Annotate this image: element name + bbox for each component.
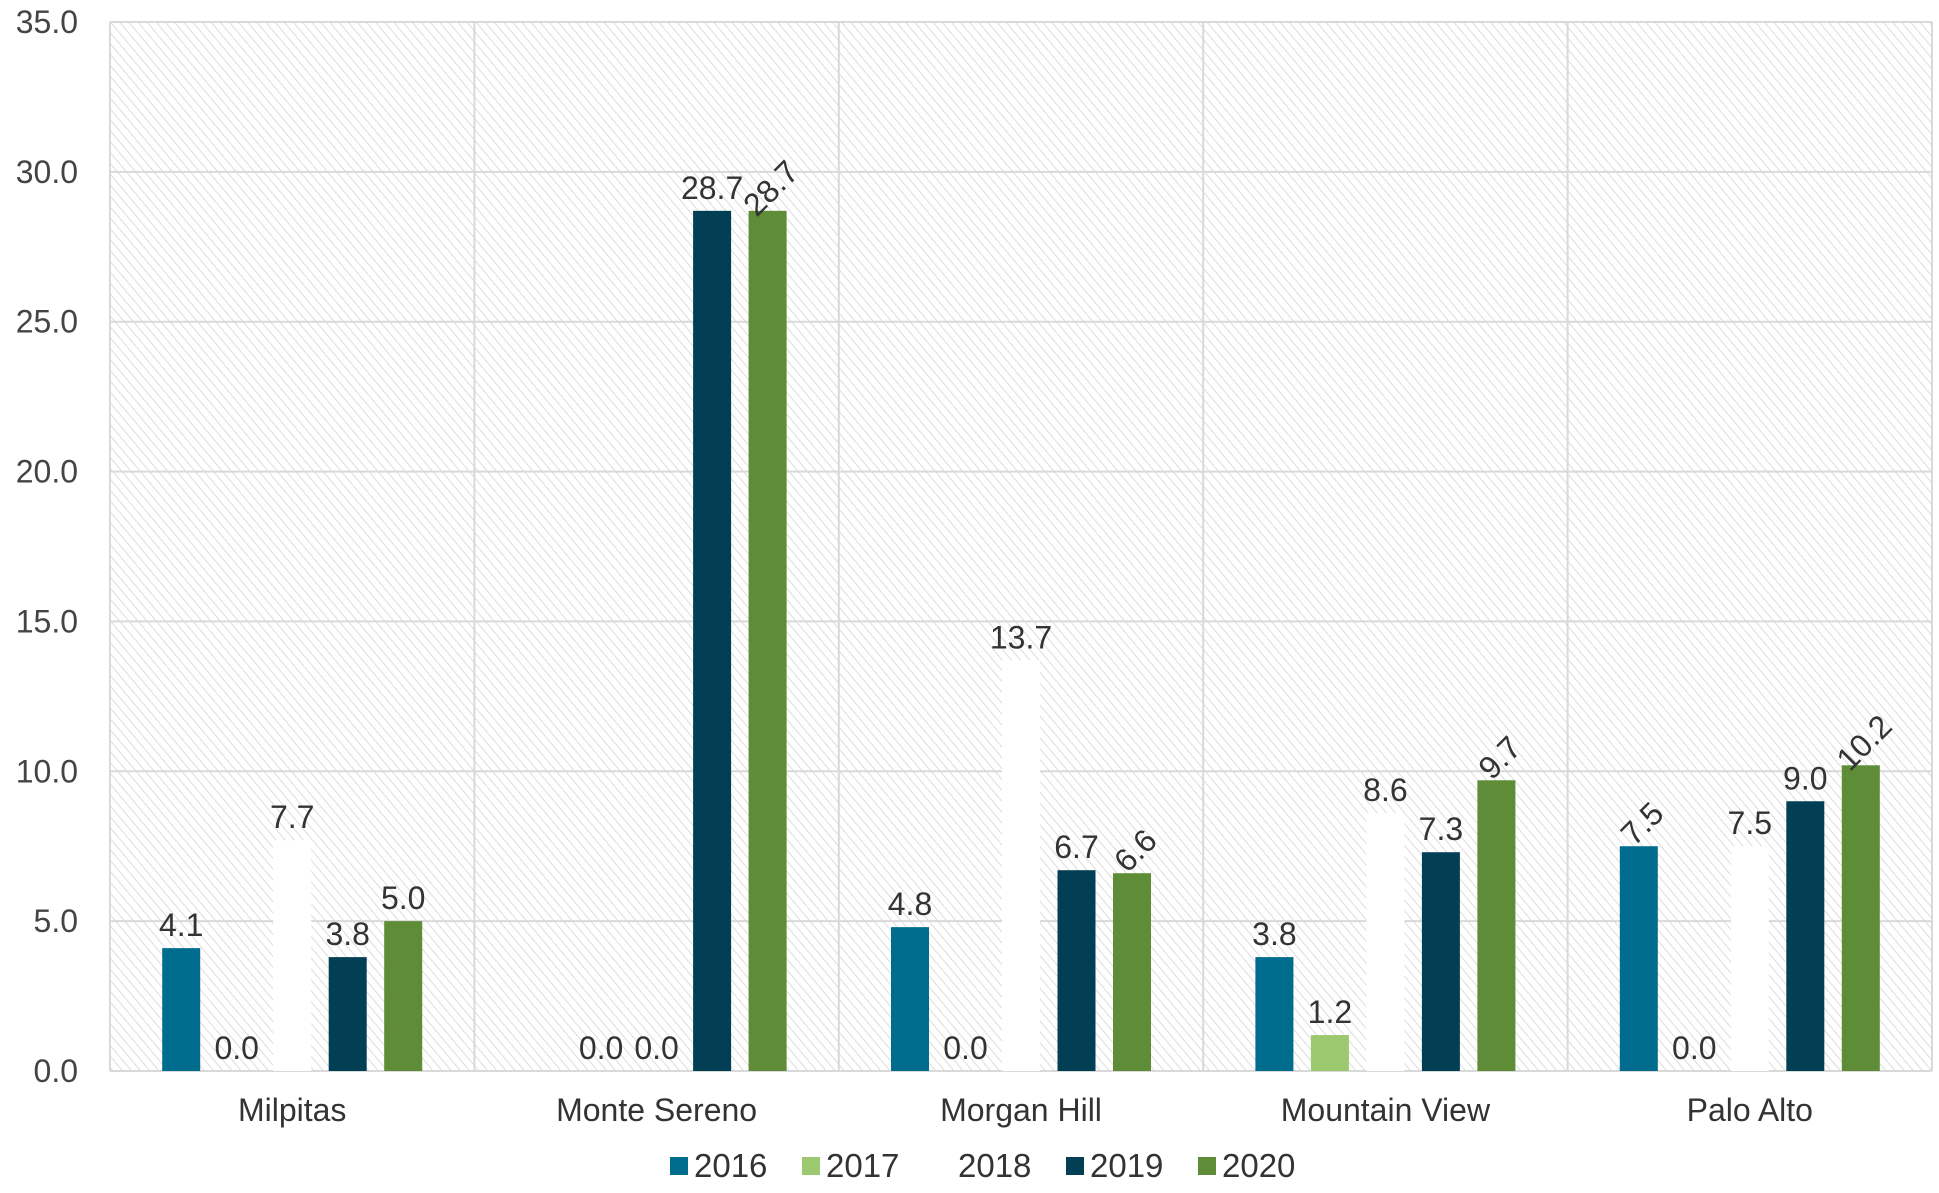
data-label: 0.0 [214, 1030, 258, 1066]
bar-2020-mountain-view [1477, 780, 1516, 1071]
bar-2018-mountain-view [1366, 813, 1405, 1071]
bar-2018-morgan-hill [1002, 660, 1040, 1071]
bar-2019-milpitas [328, 957, 367, 1071]
data-label: 0.0 [579, 1030, 623, 1066]
category-dividers [109, 22, 1933, 1071]
bar-2019-monte-sereno [693, 210, 732, 1071]
legend-label: 2018 [958, 1147, 1031, 1184]
category-label: Milpitas [238, 1092, 346, 1128]
legend-label: 2017 [826, 1147, 899, 1184]
category-label: Monte Sereno [556, 1092, 757, 1128]
data-label: 7.3 [1419, 811, 1463, 847]
bar-2016-morgan-hill [891, 927, 929, 1071]
data-label: 3.8 [325, 916, 369, 952]
category-label: Morgan Hill [940, 1092, 1102, 1128]
legend-item-2019: 2019 [1066, 1147, 1163, 1184]
legend-swatch [1198, 1157, 1216, 1175]
legend-item-2018: 2018 [958, 1147, 1031, 1184]
x-axis: Milpitas Monte Sereno Morgan Hill Mountain … [238, 1092, 1813, 1128]
data-label: 1.2 [1308, 994, 1352, 1030]
data-label: 0.0 [1672, 1030, 1716, 1066]
bar-2016-mountain-view [1255, 957, 1294, 1071]
bar-2016-milpitas [162, 948, 201, 1071]
data-label: 4.1 [159, 907, 203, 943]
legend-swatch [670, 1157, 688, 1175]
data-label: 8.6 [1363, 772, 1407, 808]
category-label: Palo Alto [1687, 1092, 1813, 1128]
data-labels: 4.10.07.73.85.00.0 0.028.728.74.80.013.76… [159, 153, 1899, 1066]
bar-2020-morgan-hill [1113, 873, 1151, 1071]
data-label: 7.5 [1728, 805, 1772, 841]
bar-2018-palo-alto [1730, 846, 1769, 1071]
legend: 2016 2017 2018 2019 2020 [670, 1147, 1295, 1184]
bar-2020-milpitas [384, 921, 423, 1071]
y-tick-label: 0.0 [34, 1053, 78, 1089]
category-label: Mountain View [1281, 1092, 1491, 1128]
bar-2018-milpitas [273, 840, 312, 1071]
data-label: 5.0 [381, 880, 425, 916]
data-label: 6.7 [1054, 829, 1098, 865]
bars [162, 210, 1880, 1071]
bar-2019-palo-alto [1786, 801, 1825, 1071]
y-tick-label: 10.0 [16, 753, 78, 789]
legend-label: 2020 [1222, 1147, 1295, 1184]
data-label: 0.0 [634, 1030, 678, 1066]
legend-item-2020: 2020 [1198, 1147, 1295, 1184]
data-label: 4.8 [888, 886, 932, 922]
y-tick-label: 35.0 [16, 4, 78, 40]
bar-2020-palo-alto [1841, 765, 1880, 1071]
legend-label: 2016 [694, 1147, 767, 1184]
data-label: 9.0 [1783, 760, 1827, 796]
y-tick-label: 5.0 [34, 903, 78, 939]
y-tick-label: 25.0 [16, 304, 78, 340]
bar-2019-mountain-view [1421, 852, 1460, 1071]
data-label: 13.7 [990, 619, 1052, 655]
bar-2017-mountain-view [1310, 1035, 1349, 1071]
y-tick-label: 20.0 [16, 454, 78, 490]
bar-2019-morgan-hill [1057, 870, 1096, 1071]
legend-swatch [1066, 1157, 1084, 1175]
legend-swatch [802, 1157, 820, 1175]
bar-2016-palo-alto [1619, 846, 1658, 1071]
legend-label: 2019 [1090, 1147, 1163, 1184]
y-tick-label: 30.0 [16, 154, 78, 190]
data-label: 0.0 [943, 1030, 987, 1066]
y-axis: 0.0 5.0 10.0 15.0 20.0 25.0 30.0 35.0 [16, 4, 78, 1089]
legend-item-2017: 2017 [802, 1147, 899, 1184]
y-tick-label: 15.0 [16, 603, 78, 639]
legend-item-2016: 2016 [670, 1147, 767, 1184]
bar-2020-monte-sereno [748, 210, 787, 1071]
data-label: 28.7 [681, 170, 743, 206]
data-label: 7.7 [270, 799, 314, 835]
data-label: 3.8 [1252, 916, 1296, 952]
